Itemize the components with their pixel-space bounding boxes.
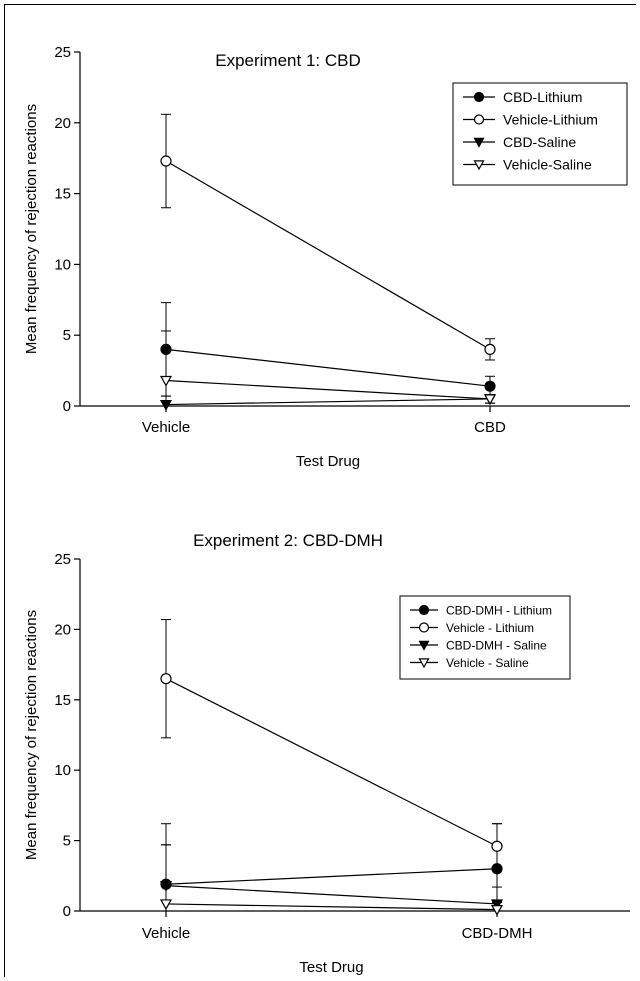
series-2 — [160, 113, 496, 361]
x-tick-label: CBD-DMH — [462, 925, 533, 942]
legend-label: CBD-DMH - Lithium — [446, 603, 552, 617]
series-line — [165, 868, 498, 885]
legend-label: Vehicle-Saline — [503, 157, 592, 173]
data-point — [484, 343, 496, 355]
y-tick-label: 10 — [54, 762, 71, 779]
series-4 — [159, 844, 504, 916]
series-1 — [160, 302, 496, 397]
y-tick-label: 10 — [54, 256, 71, 273]
chart-panel-1: Experiment 1: CBD 0 5 10 15 20 25 Mean frequenc… — [23, 44, 630, 470]
legend-label: Vehicle - Lithium — [446, 621, 534, 635]
legend-label: CBD-Lithium — [503, 89, 582, 105]
legend-marker — [418, 640, 430, 651]
y-axis-label: Mean frequency of rejection reactions — [23, 610, 40, 860]
data-point — [160, 673, 172, 685]
chart-title: Experiment 2: CBD-DMH — [193, 531, 383, 550]
chart-panel-2: Experiment 2: CBD-DMH 0 5 10 15 20 25 Mean freq… — [23, 531, 630, 976]
series-3 — [159, 844, 504, 912]
data-point — [491, 840, 503, 852]
series-2 — [160, 619, 503, 870]
series-line — [165, 398, 491, 406]
series-4 — [159, 330, 497, 407]
x-tick-label: CBD — [474, 419, 506, 436]
legend: CBD-Lithium Vehicle-Lithium CBD-Saline Vehi… — [452, 82, 628, 186]
series-line — [165, 885, 498, 905]
y-tick-label: 15 — [54, 186, 71, 203]
y-tick-label: 5 — [63, 833, 71, 850]
legend-marker — [418, 622, 430, 633]
data-point — [490, 904, 504, 916]
data-point — [159, 899, 173, 911]
legend-marker — [473, 137, 485, 148]
series-line — [165, 348, 491, 387]
legend-marker — [473, 114, 485, 125]
data-point — [483, 394, 497, 406]
series-line — [165, 678, 498, 847]
legend-marker — [473, 91, 485, 103]
y-tick-label: 15 — [54, 692, 71, 709]
y-tick-label: 25 — [54, 551, 71, 568]
y-axis-label: Mean frequency of rejection reactions — [23, 104, 40, 354]
legend-label: CBD-DMH - Saline — [446, 638, 547, 652]
y-tick-label: 5 — [63, 327, 71, 344]
data-point — [484, 380, 496, 392]
legend-marker — [473, 160, 485, 171]
series-line — [165, 160, 491, 350]
legend: CBD-DMH - Lithium Vehicle - Lithium CBD-DM… — [399, 595, 571, 680]
figure-frame — [4, 4, 636, 977]
series-line — [165, 379, 491, 400]
legend-marker — [418, 604, 430, 616]
x-axis-label: Test Drug — [299, 959, 363, 976]
y-tick-label: 0 — [63, 398, 71, 415]
legend-label: Vehicle-Lithium — [503, 112, 598, 128]
y-tick-label: 20 — [54, 621, 71, 638]
chart-title: Experiment 1: CBD — [215, 51, 361, 70]
x-tick-label: Vehicle — [142, 419, 190, 436]
series-1 — [160, 823, 503, 912]
x-axis-label: Test Drug — [296, 453, 360, 470]
y-tick-label: 0 — [63, 903, 71, 920]
x-tick-label: Vehicle — [142, 925, 190, 942]
series-line — [165, 903, 498, 911]
legend-label: CBD-Saline — [503, 134, 576, 150]
legend-marker — [418, 658, 430, 669]
legend-label: Vehicle - Saline — [446, 656, 529, 670]
data-point — [160, 155, 172, 167]
y-tick-label: 20 — [54, 115, 71, 132]
data-point — [159, 375, 173, 387]
y-tick-label: 25 — [54, 44, 71, 61]
